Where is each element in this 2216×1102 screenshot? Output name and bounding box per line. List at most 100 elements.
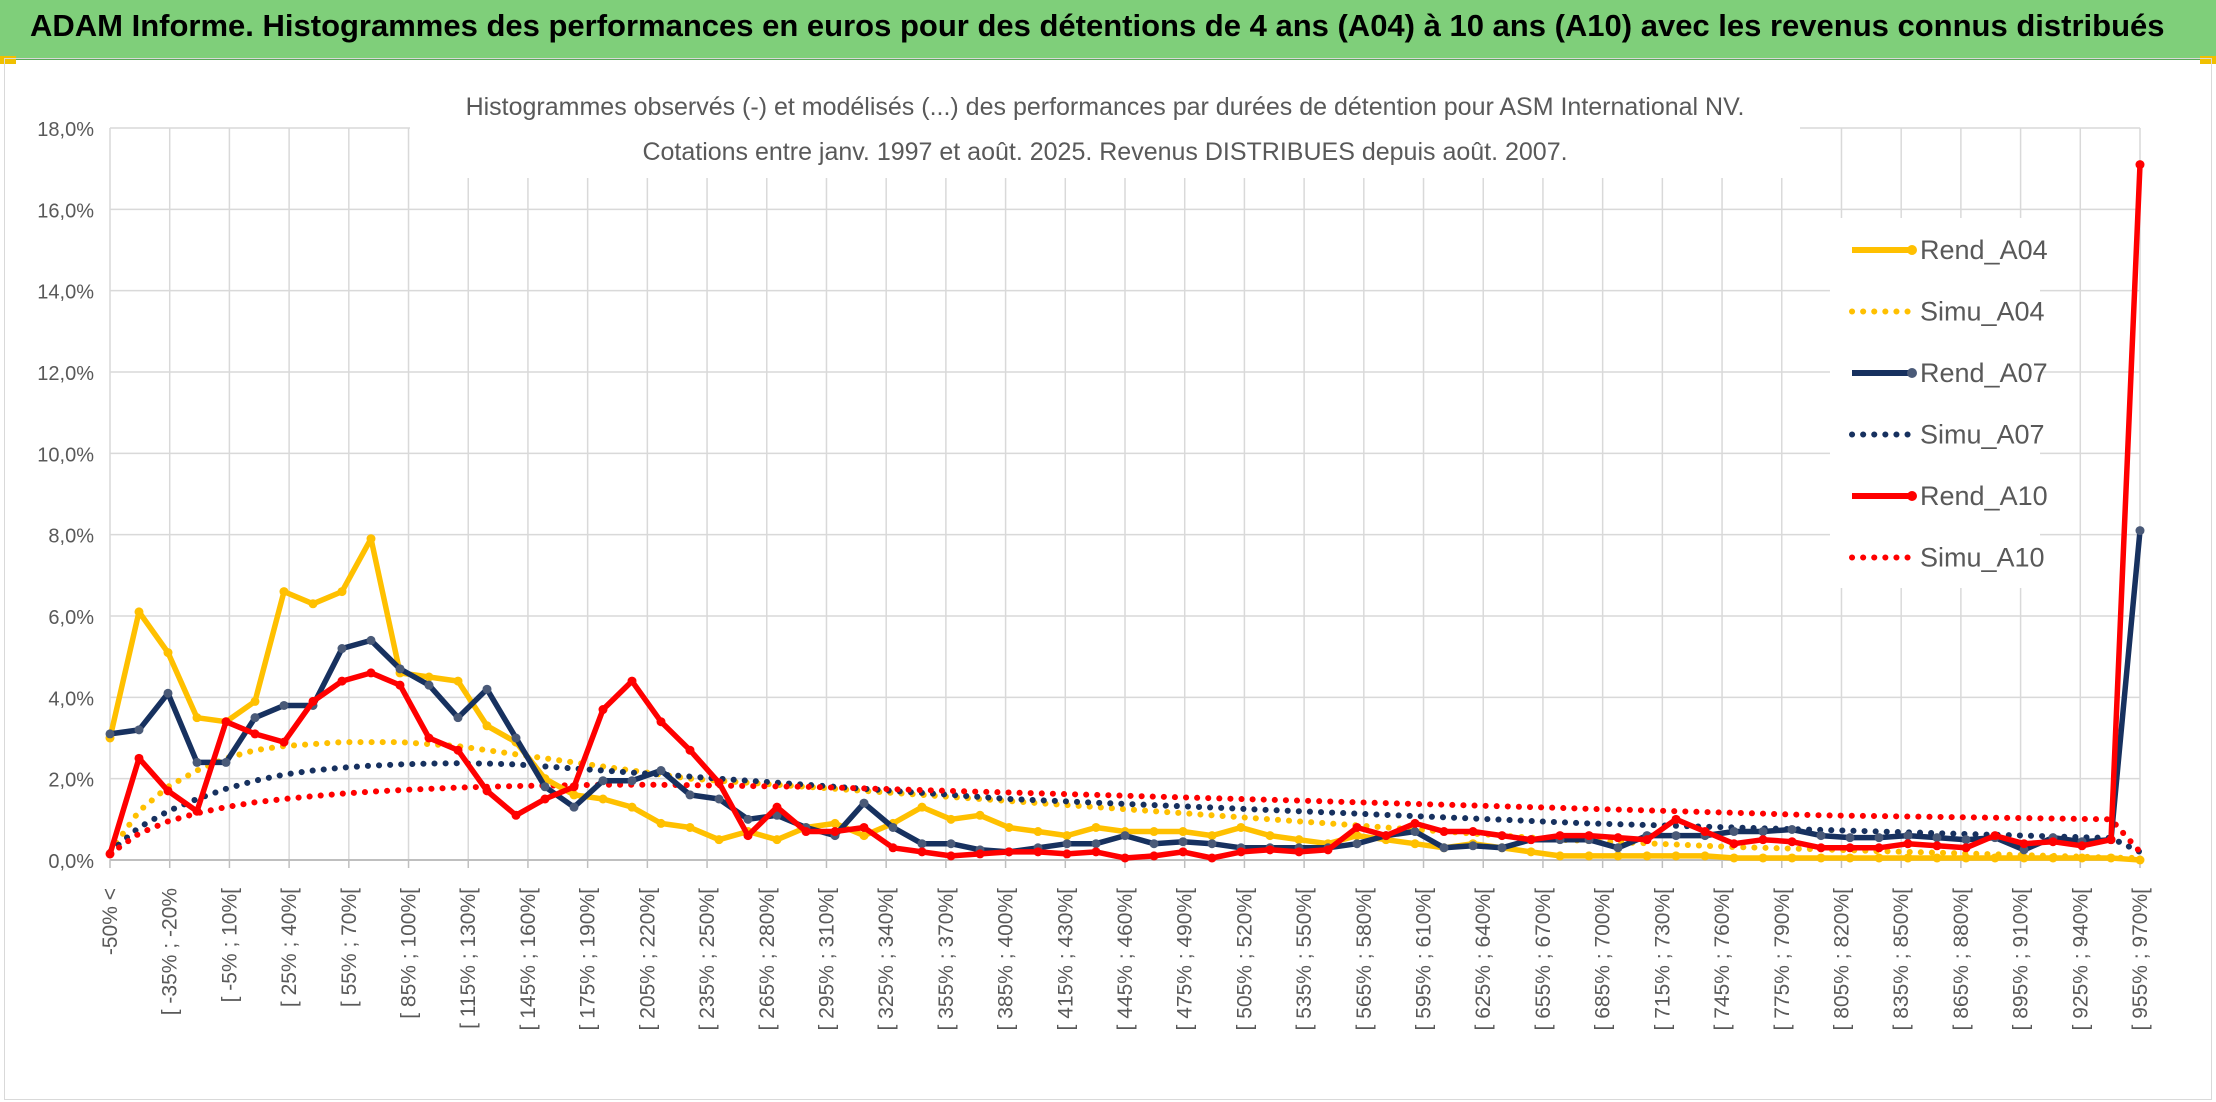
y-tick-label: 6,0% bbox=[48, 607, 94, 629]
series-layer bbox=[105, 160, 2145, 865]
data-point-rend-a07 bbox=[366, 635, 376, 645]
data-point-rend-a10 bbox=[424, 733, 434, 743]
data-point-rend-a10 bbox=[1265, 845, 1275, 855]
data-point-rend-a04 bbox=[1410, 839, 1420, 849]
x-tick-label: [ 925% ; 940%[ bbox=[2069, 888, 2092, 1031]
data-point-rend-a07 bbox=[1207, 839, 1217, 849]
data-point-rend-a10 bbox=[1323, 845, 1333, 855]
corner-accent-left bbox=[0, 56, 16, 64]
data-point-rend-a04 bbox=[424, 672, 434, 682]
x-tick-label: [ 235% ; 250%[ bbox=[696, 888, 719, 1031]
data-point-rend-a04 bbox=[2106, 853, 2116, 863]
y-tick-label: 10,0% bbox=[37, 444, 94, 466]
data-point-rend-a07 bbox=[395, 664, 405, 674]
data-point-rend-a07 bbox=[627, 776, 637, 786]
data-point-rend-a10 bbox=[1787, 837, 1797, 847]
data-point-rend-a10 bbox=[1033, 847, 1043, 857]
data-point-rend-a10 bbox=[1091, 847, 1101, 857]
y-tick-label: 2,0% bbox=[48, 770, 94, 792]
data-point-rend-a10 bbox=[1903, 839, 1913, 849]
data-point-rend-a10 bbox=[656, 717, 666, 727]
data-point-rend-a10 bbox=[859, 822, 869, 832]
y-tick-label: 8,0% bbox=[48, 526, 94, 548]
data-point-rend-a04 bbox=[1352, 831, 1362, 841]
data-point-rend-a07 bbox=[1149, 839, 1159, 849]
data-point-rend-a10 bbox=[337, 676, 347, 686]
x-tick-label: [ 655% ; 670%[ bbox=[1532, 888, 1555, 1031]
x-tick-label: [ 385% ; 400%[ bbox=[995, 888, 1018, 1031]
x-tick-label: [ 745% ; 760%[ bbox=[1711, 888, 1734, 1031]
x-tick-label: [ 415% ; 430%[ bbox=[1054, 888, 1077, 1031]
data-point-rend-a04 bbox=[1033, 827, 1043, 837]
data-point-rend-a10 bbox=[569, 782, 579, 792]
data-point-rend-a10 bbox=[1845, 843, 1855, 853]
data-point-rend-a07 bbox=[1613, 843, 1623, 853]
report-banner: ADAM Informe. Histogrammes des performan… bbox=[0, 0, 2216, 60]
data-point-rend-a04 bbox=[1555, 851, 1565, 861]
data-point-rend-a04 bbox=[1062, 831, 1072, 841]
data-point-rend-a07 bbox=[598, 776, 608, 786]
legend-label-rend-a10: Rend_A10 bbox=[1920, 481, 2048, 511]
data-point-rend-a04 bbox=[453, 676, 463, 686]
data-point-rend-a04 bbox=[482, 721, 492, 731]
data-point-rend-a04 bbox=[656, 818, 666, 828]
data-point-rend-a07 bbox=[424, 680, 434, 690]
data-point-rend-a04 bbox=[772, 835, 782, 845]
data-point-rend-a04 bbox=[714, 835, 724, 845]
data-point-rend-a10 bbox=[105, 849, 115, 859]
x-tick-label: [ 805% ; 820%[ bbox=[1830, 888, 1853, 1031]
data-point-rend-a04 bbox=[1265, 831, 1275, 841]
data-point-rend-a04 bbox=[1294, 835, 1304, 845]
legend-label-simu-a07: Simu_A07 bbox=[1920, 420, 2045, 450]
data-point-rend-a07 bbox=[946, 839, 956, 849]
x-tick-label: [ 775% ; 790%[ bbox=[1771, 888, 1794, 1031]
data-point-rend-a04 bbox=[1961, 853, 1971, 863]
legend-label-rend-a07: Rend_A07 bbox=[1920, 358, 2048, 388]
data-point-rend-a10 bbox=[482, 786, 492, 796]
data-point-rend-a10 bbox=[888, 843, 898, 853]
x-tick-label: [ -35% ; -20% bbox=[159, 888, 182, 1015]
data-point-rend-a04 bbox=[1091, 822, 1101, 832]
data-point-rend-a04 bbox=[366, 534, 376, 544]
data-point-rend-a10 bbox=[1236, 847, 1246, 857]
data-point-rend-a10 bbox=[975, 849, 985, 859]
data-point-rend-a07 bbox=[192, 757, 202, 767]
data-point-rend-a07 bbox=[1120, 831, 1130, 841]
data-point-rend-a04 bbox=[192, 713, 202, 723]
data-point-rend-a07 bbox=[1352, 839, 1362, 849]
data-point-rend-a10 bbox=[1468, 827, 1478, 837]
data-point-rend-a04 bbox=[1700, 851, 1710, 861]
data-point-rend-a07 bbox=[1062, 839, 1072, 849]
data-point-rend-a07 bbox=[1816, 831, 1826, 841]
x-tick-label: [ 565% ; 580%[ bbox=[1353, 888, 1376, 1031]
data-point-rend-a07 bbox=[1874, 833, 1884, 843]
data-point-rend-a07 bbox=[1439, 843, 1449, 853]
data-point-rend-a04 bbox=[1207, 831, 1217, 841]
legend-label-simu-a04: Simu_A04 bbox=[1920, 297, 2045, 327]
y-tick-label: 14,0% bbox=[37, 282, 94, 304]
x-tick-label: [ 595% ; 610%[ bbox=[1413, 888, 1436, 1031]
data-point-rend-a10 bbox=[2135, 160, 2145, 170]
x-tick-label: [ 535% ; 550%[ bbox=[1293, 888, 1316, 1031]
data-point-rend-a10 bbox=[2077, 841, 2087, 851]
data-point-rend-a07 bbox=[1961, 835, 1971, 845]
x-tick-label: [ 355% ; 370%[ bbox=[935, 888, 958, 1031]
data-point-rend-a10 bbox=[917, 847, 927, 857]
x-tick-label: [ 445% ; 460%[ bbox=[1114, 888, 1137, 1031]
x-tick-label: [ 85% ; 100%[ bbox=[398, 888, 421, 1019]
data-point-rend-a07 bbox=[1178, 837, 1188, 847]
data-point-rend-a10 bbox=[1352, 822, 1362, 832]
data-point-rend-a10 bbox=[1381, 831, 1391, 841]
data-point-rend-a10 bbox=[714, 778, 724, 788]
data-point-rend-a07 bbox=[917, 839, 927, 849]
data-point-rend-a04 bbox=[859, 831, 869, 841]
data-point-rend-a04 bbox=[975, 810, 985, 820]
data-point-rend-a10 bbox=[1613, 833, 1623, 843]
data-point-rend-a07 bbox=[569, 802, 579, 812]
data-point-rend-a07 bbox=[2135, 526, 2145, 536]
data-point-rend-a04 bbox=[2048, 853, 2058, 863]
y-tick-label: 16,0% bbox=[37, 200, 94, 222]
data-point-rend-a07 bbox=[1091, 839, 1101, 849]
x-tick-label: [ 25% ; 40%[ bbox=[278, 888, 301, 1007]
data-point-rend-a10 bbox=[598, 705, 608, 715]
